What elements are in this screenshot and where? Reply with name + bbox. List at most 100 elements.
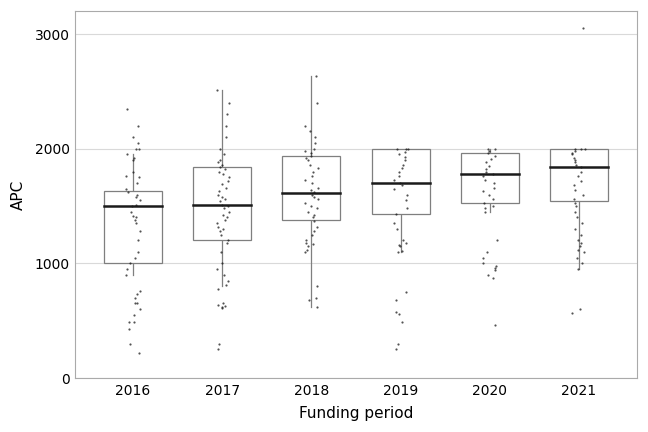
Point [482, 248, 492, 255]
Point [312, 283, 322, 290]
Point [567, 150, 577, 157]
Point [480, 176, 490, 183]
Point [128, 157, 139, 164]
Point [577, 260, 587, 267]
Point [401, 239, 411, 246]
Point [132, 291, 142, 298]
Point [132, 300, 142, 307]
Point [303, 243, 314, 250]
Point [307, 180, 317, 187]
Point [308, 168, 318, 175]
Point [579, 145, 590, 152]
Point [299, 199, 310, 206]
Point [395, 180, 406, 187]
Point [213, 191, 224, 198]
Point [490, 264, 500, 271]
Point [129, 154, 139, 161]
Point [393, 173, 404, 180]
Point [131, 214, 141, 221]
Point [313, 196, 323, 203]
Point [490, 267, 500, 274]
Point [312, 99, 323, 106]
Point [575, 243, 585, 250]
Point [492, 237, 502, 244]
Point [215, 231, 226, 238]
Point [401, 145, 411, 152]
Point [309, 228, 319, 235]
Point [122, 105, 132, 112]
Point [304, 297, 314, 304]
Point [217, 161, 227, 168]
Point [218, 171, 228, 178]
Point [130, 194, 141, 200]
Point [578, 25, 588, 32]
Point [221, 122, 231, 129]
Point [312, 184, 323, 191]
Point [216, 305, 227, 311]
Point [568, 154, 579, 161]
Point [308, 240, 318, 247]
Point [121, 173, 132, 180]
Point [213, 285, 223, 292]
Point [224, 208, 234, 215]
Point [301, 237, 312, 244]
Point [392, 145, 402, 152]
Point [221, 134, 231, 141]
Point [213, 187, 224, 194]
Point [132, 191, 143, 198]
Point [122, 151, 132, 158]
Point [397, 182, 407, 189]
Point [305, 128, 316, 135]
Point [124, 318, 134, 325]
Point [312, 165, 323, 172]
Point [218, 226, 228, 232]
Point [567, 151, 577, 158]
Point [128, 213, 138, 220]
Point [397, 247, 407, 254]
Point [394, 241, 404, 248]
Point [128, 134, 138, 141]
Point [400, 149, 410, 156]
Point [483, 271, 493, 278]
Point [135, 228, 145, 235]
Point [135, 287, 145, 294]
Point [481, 168, 491, 175]
Point [577, 191, 588, 198]
Point [222, 239, 233, 246]
Point [303, 208, 313, 215]
Point [483, 150, 493, 157]
Point [400, 157, 411, 164]
Point [393, 310, 404, 317]
Point [570, 148, 580, 155]
Point [570, 203, 581, 210]
FancyBboxPatch shape [104, 191, 162, 264]
Point [219, 205, 229, 212]
Point [310, 73, 321, 80]
Point [218, 271, 229, 278]
Point [307, 191, 317, 198]
Point [575, 145, 586, 152]
Point [309, 145, 319, 152]
Point [397, 318, 408, 325]
Point [487, 196, 498, 203]
Point [218, 212, 229, 219]
Point [575, 306, 585, 313]
FancyBboxPatch shape [461, 153, 519, 203]
Point [221, 282, 231, 289]
Point [127, 203, 137, 210]
Point [569, 196, 579, 203]
Point [224, 99, 234, 106]
Point [576, 239, 586, 246]
Point [301, 154, 311, 161]
Point [488, 275, 498, 282]
Point [572, 254, 583, 261]
Point [480, 208, 490, 215]
Point [572, 214, 583, 221]
Point [220, 216, 230, 223]
Point [132, 248, 143, 255]
Point [131, 201, 141, 208]
Point [311, 294, 321, 301]
Point [213, 159, 224, 166]
Point [570, 226, 580, 232]
Point [131, 145, 141, 152]
